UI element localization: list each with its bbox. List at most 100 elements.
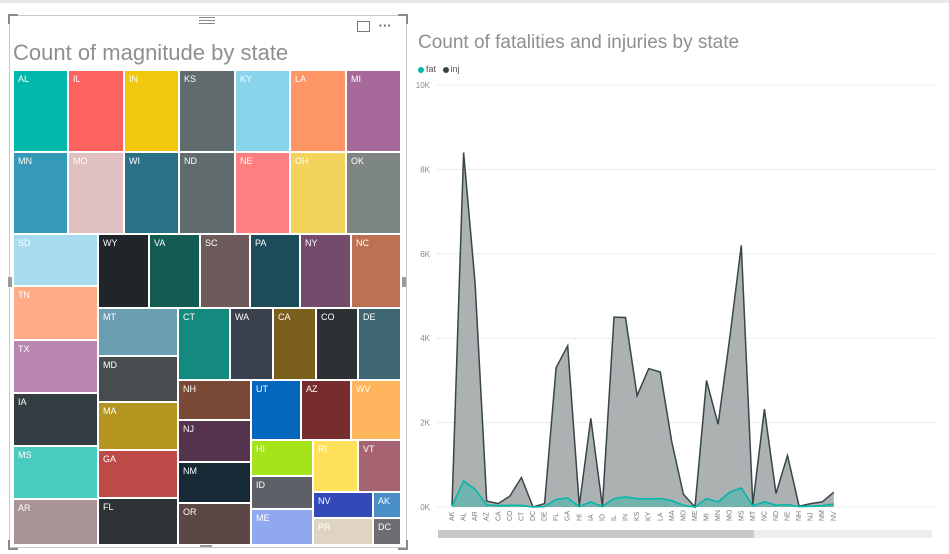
treemap-tile-co[interactable]: CO — [316, 308, 358, 380]
legend-item-inj[interactable]: inj — [442, 64, 460, 74]
treemap-tile-or[interactable]: OR — [178, 503, 251, 545]
treemap-tile-label: NY — [305, 238, 318, 248]
treemap-tile-label: TX — [18, 344, 30, 354]
resize-handle-top-right[interactable] — [398, 14, 408, 24]
focus-mode-icon[interactable] — [357, 21, 370, 33]
y-tick-label: 0K — [420, 503, 430, 512]
treemap-tile-hi[interactable]: HI — [251, 440, 313, 476]
treemap-tile-oh[interactable]: OH — [290, 152, 346, 234]
treemap-tile-al[interactable]: AL — [13, 70, 68, 152]
treemap-tile-ar[interactable]: AR — [13, 499, 98, 545]
treemap-tile-nv[interactable]: NV — [313, 492, 373, 518]
treemap-tile-pr[interactable]: PR — [313, 518, 373, 545]
treemap-tile-vt[interactable]: VT — [358, 440, 401, 492]
treemap-tile-label: AR — [18, 503, 31, 513]
treemap-tile-nc[interactable]: NC — [351, 234, 401, 308]
resize-handle-right[interactable] — [402, 277, 406, 287]
treemap-tile-wy[interactable]: WY — [98, 234, 149, 308]
treemap-tile-ok[interactable]: OK — [346, 152, 401, 234]
treemap-tile-ms[interactable]: MS — [13, 446, 98, 499]
treemap-tile-md[interactable]: MD — [98, 356, 178, 402]
treemap-tile-va[interactable]: VA — [149, 234, 200, 308]
treemap-tile-fl[interactable]: FL — [98, 498, 178, 545]
x-tick-label: AL — [461, 512, 468, 521]
treemap-tile-wa[interactable]: WA — [230, 308, 273, 380]
treemap-tile-nj[interactable]: NJ — [178, 420, 251, 462]
treemap-tile-ne[interactable]: NE — [235, 152, 290, 234]
treemap-tile-ny[interactable]: NY — [300, 234, 351, 308]
treemap-tile-label: VT — [363, 444, 375, 454]
treemap-tile-dc[interactable]: DC — [373, 518, 401, 545]
treemap-tile-sc[interactable]: SC — [200, 234, 250, 308]
treemap-tile-nh[interactable]: NH — [178, 380, 251, 420]
treemap-tile-label: KS — [184, 74, 197, 84]
treemap-tile-ut[interactable]: UT — [251, 380, 301, 440]
treemap-tile-label: CT — [183, 312, 195, 322]
chart-scrollbar-thumb[interactable] — [438, 530, 754, 538]
series-line-fat — [451, 479, 834, 508]
treemap-tile-mt[interactable]: MT — [98, 308, 178, 356]
treemap-tile-ks[interactable]: KS — [179, 70, 235, 152]
treemap-tile-ca[interactable]: CA — [273, 308, 316, 380]
treemap-tile-az[interactable]: AZ — [301, 380, 351, 440]
treemap-tile-mn[interactable]: MN — [13, 152, 68, 234]
treemap-tile-wv[interactable]: WV — [351, 380, 401, 440]
treemap-tile-me[interactable]: ME — [251, 509, 313, 545]
treemap-tile-label: IL — [73, 74, 81, 84]
treemap-tile-label: DC — [378, 522, 391, 532]
x-tick-label: DE — [542, 511, 549, 521]
treemap-tile-sd[interactable]: SD — [13, 234, 98, 286]
treemap-tile-in[interactable]: IN — [124, 70, 179, 152]
x-tick-label: MN — [715, 510, 722, 521]
y-tick-label: 10K — [416, 81, 431, 90]
resize-handle-bottom[interactable] — [200, 543, 212, 547]
more-options-icon[interactable]: ··· — [378, 18, 392, 33]
treemap-tile-nd[interactable]: ND — [179, 152, 235, 234]
treemap-tile-id[interactable]: ID — [251, 476, 313, 509]
treemap-tile-nm[interactable]: NM — [178, 462, 251, 503]
resize-handle-bottom-right[interactable] — [398, 540, 408, 550]
x-tick-label: MT — [750, 510, 757, 521]
treemap-tile-label: NJ — [183, 424, 194, 434]
drag-handle-icon[interactable] — [199, 17, 215, 26]
x-tick-label: AR — [472, 511, 479, 521]
treemap-tile-pa[interactable]: PA — [250, 234, 300, 308]
x-tick-label: MS — [738, 510, 745, 521]
treemap-tile-mo[interactable]: MO — [68, 152, 124, 234]
treemap-tile-ak[interactable]: AK — [373, 492, 401, 518]
treemap-tile-ma[interactable]: MA — [98, 402, 178, 450]
treemap-tile-il[interactable]: IL — [68, 70, 124, 152]
area-chart-title: Count of fatalities and injuries by stat… — [418, 32, 740, 53]
canvas-top-strip — [0, 0, 949, 3]
treemap-tile-label: PR — [318, 522, 331, 532]
resize-handle-bottom-left[interactable] — [8, 540, 18, 550]
treemap-tile-de[interactable]: DE — [358, 308, 401, 380]
treemap-tile-ky[interactable]: KY — [235, 70, 290, 152]
treemap-tile-label: OK — [351, 156, 365, 166]
x-tick-label: NE — [785, 511, 792, 521]
treemap-tile-label: OH — [295, 156, 309, 166]
treemap-tile-label: AK — [378, 496, 391, 506]
treemap-tile-ri[interactable]: RI — [313, 440, 358, 492]
treemap-tile-label: LA — [295, 74, 307, 84]
treemap-tile-tn[interactable]: TN — [13, 286, 98, 340]
resize-handle-left[interactable] — [8, 277, 12, 287]
treemap-tile-label: VA — [154, 238, 166, 248]
treemap-tile-label: IN — [129, 74, 138, 84]
chart-scrollbar[interactable] — [438, 530, 932, 538]
treemap-tile-mi[interactable]: MI — [346, 70, 401, 152]
series-area-fat — [452, 480, 834, 507]
treemap-tile-ct[interactable]: CT — [178, 308, 230, 380]
treemap-tile-label: CA — [278, 312, 291, 322]
treemap-tile-tx[interactable]: TX — [13, 340, 98, 393]
treemap-tile-la[interactable]: LA — [290, 70, 346, 152]
treemap-tile-label: DE — [363, 312, 376, 322]
treemap-tile-label: MN — [18, 156, 32, 166]
legend-item-fat[interactable]: fat — [418, 64, 436, 74]
treemap-tile-label: ND — [184, 156, 197, 166]
treemap-tile-wi[interactable]: WI — [124, 152, 179, 234]
treemap-tile-ga[interactable]: GA — [98, 450, 178, 498]
x-tick-label: DC — [530, 511, 537, 521]
resize-handle-top-left[interactable] — [8, 14, 18, 24]
treemap-tile-ia[interactable]: IA — [13, 393, 98, 446]
